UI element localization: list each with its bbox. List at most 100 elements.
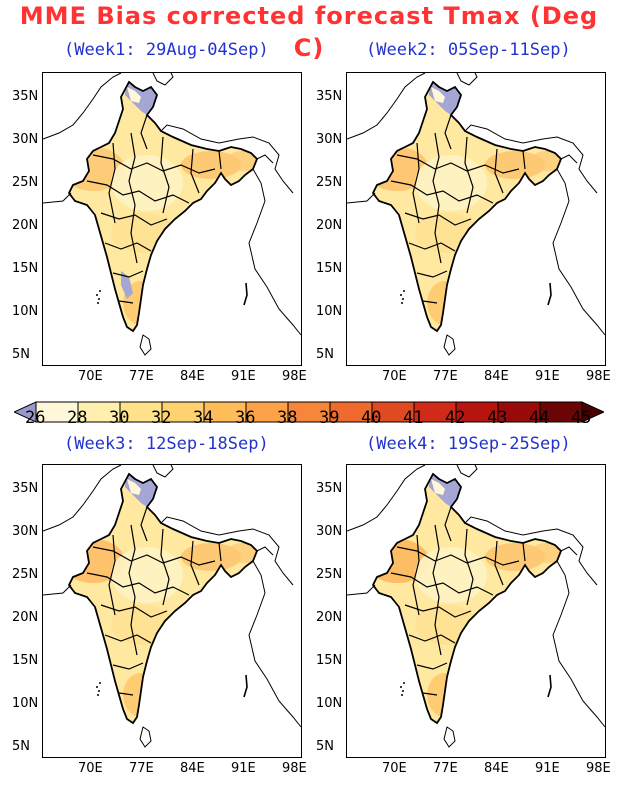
lat-tick-label: 30N [12,524,39,539]
state-border [390,572,494,596]
country-border [43,73,122,140]
lon-tick-label: 84E [484,369,509,384]
lat-tick-label: 20N [12,218,39,233]
lon-tick-label: 77E [433,761,458,776]
country-border [560,546,578,556]
panel-title-week4: (Week4: 19Sep-25Sep) [366,434,571,454]
colorbar-label: 30 [109,408,130,428]
state-border [190,148,200,194]
lat-tick-label: 10N [12,696,39,711]
lakshadweep-island [402,298,404,300]
india-outline [371,80,563,333]
state-border [494,540,504,586]
map-title: MME Bias corrected forecast Tmax (Deg C) [19,2,599,62]
lat-tick-label: 25N [316,567,343,582]
lon-tick-label: 70E [382,369,407,384]
sri-lanka-outline [443,334,456,356]
panel-title-week1: (Week1: 29Aug-04Sep) [64,40,269,60]
india-outline [67,472,259,725]
state-border [408,242,456,252]
country-border [456,73,478,86]
state-border [128,524,138,656]
colorbar-label: 39 [319,408,340,428]
cool-region-central [415,547,487,603]
lakshadweep-island [402,690,404,692]
state-border [218,150,222,170]
state-border [140,506,148,542]
lakshadweep-island [401,302,403,304]
lakshadweep-island [99,682,101,684]
country-border [347,584,376,596]
lakshadweep-island [403,682,405,684]
state-border [396,546,520,566]
lon-tick-label: 70E [78,369,103,384]
country-border [152,465,174,478]
lakshadweep-island [401,694,403,696]
state-border [412,534,420,616]
country-border [152,73,174,86]
lakshadweep-island [99,290,101,292]
state-border [92,154,216,174]
state-border [104,634,152,644]
colorbar-label: 38 [277,408,298,428]
lat-tick-label: 25N [316,175,343,190]
lat-tick-label: 10N [12,304,39,319]
map-panel-week4 [346,464,606,758]
state-border [112,270,144,278]
lakshadweep-island [400,294,402,296]
country-border [560,154,578,164]
andaman-islands [547,674,552,698]
state-border [432,524,442,656]
state-border [444,506,452,542]
colorbar-label: 40 [361,408,382,428]
lon-tick-label: 70E [382,761,407,776]
lat-tick-label: 25N [12,567,39,582]
country-border [43,584,72,596]
map-panel-week1 [42,72,302,366]
lon-tick-label: 84E [180,369,205,384]
colorbar-label: 36 [235,408,256,428]
lon-tick-label: 98E [282,761,307,776]
state-border [86,572,190,596]
country-border [256,546,274,556]
lat-tick-label: 30N [12,132,39,147]
lat-tick-label: 20N [316,610,343,625]
lon-tick-label: 70E [78,761,103,776]
lakshadweep-island [98,690,100,692]
state-border [100,212,168,226]
india-map-week2 [347,73,605,356]
country-border [160,516,294,586]
state-border [416,662,448,670]
state-border [118,300,134,304]
state-border [100,604,168,618]
colorbar-label: 43 [487,408,508,428]
colorbar-label: 41 [403,408,424,428]
state-border [140,114,148,150]
lon-tick-label: 98E [282,369,307,384]
pale-region-ladakh [127,479,141,495]
panel-title-week2: (Week2: 05Sep-11Sep) [366,40,571,60]
state-border [396,154,520,174]
lat-tick-label: 35N [316,89,343,104]
warm-region-northeast [531,543,561,563]
state-border [422,300,438,304]
country-border [43,465,122,532]
country-border [552,560,605,728]
andaman-islands [243,282,248,306]
state-border [404,604,472,618]
lat-tick-label: 15N [316,653,343,668]
warm-region-northeast [531,151,561,171]
state-border [464,136,474,214]
india-map-week3 [43,465,301,748]
country-border [464,124,598,194]
lat-tick-label: 30N [316,132,343,147]
country-border [256,154,274,164]
country-border [248,560,301,728]
lat-tick-label: 20N [316,218,343,233]
country-border [248,168,301,336]
lakshadweep-island [97,694,99,696]
lat-tick-label: 30N [316,524,343,539]
lat-tick-label: 25N [12,175,39,190]
lat-tick-label: 5N [316,739,334,754]
lat-tick-label: 5N [12,739,30,754]
